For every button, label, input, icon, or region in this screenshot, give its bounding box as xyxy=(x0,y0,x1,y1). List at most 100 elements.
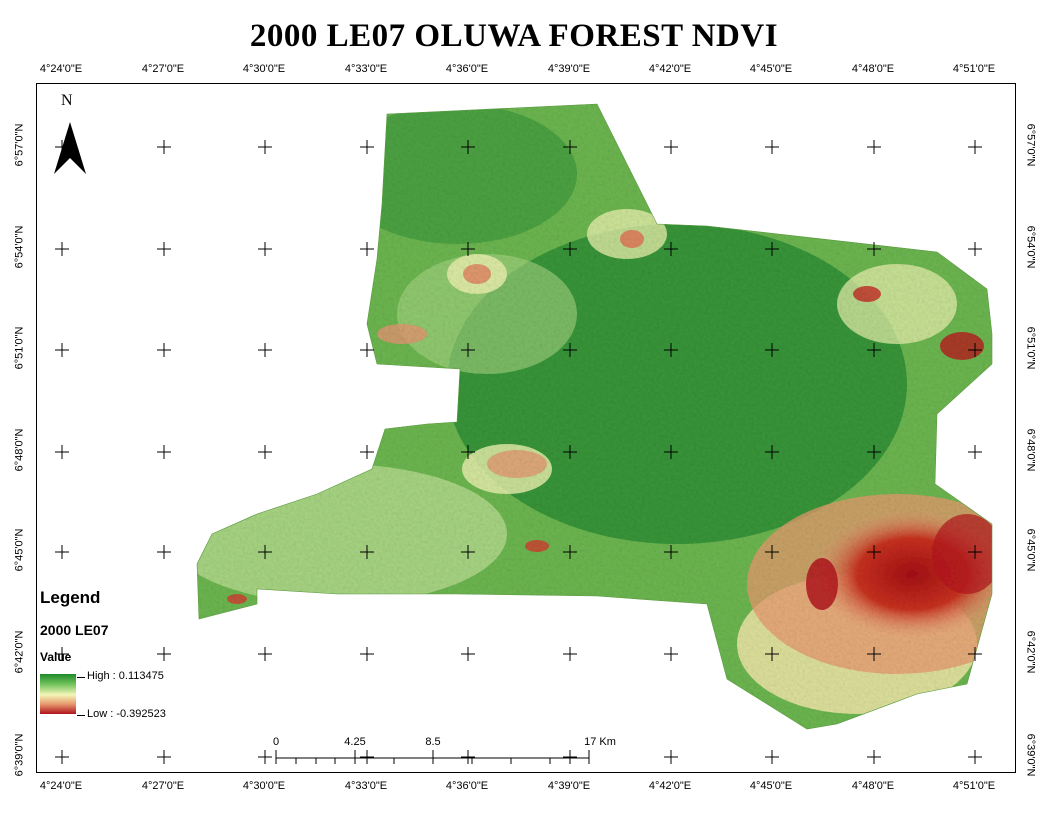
graticule-cross xyxy=(867,140,881,154)
graticule-cross xyxy=(157,445,171,459)
graticule-cross xyxy=(563,445,577,459)
north-arrow-label: N xyxy=(61,92,73,109)
forest-boundary xyxy=(196,103,993,730)
graticule-cross xyxy=(55,545,69,559)
longitude-label-top: 4°48'0"E xyxy=(851,63,895,75)
scale-label-2: 8.5 xyxy=(425,736,441,748)
latitude-label-right: 6°48'0"N xyxy=(1023,428,1036,472)
degraded-zone-spot xyxy=(806,558,838,610)
graticule-cross xyxy=(765,750,779,764)
graticule-cross xyxy=(765,140,779,154)
legend-field-name: Value xyxy=(40,650,72,664)
graticule-cross xyxy=(461,545,475,559)
graticule-cross xyxy=(461,242,475,256)
graticule-cross xyxy=(563,140,577,154)
graticule-cross xyxy=(258,140,272,154)
longitude-label-top: 4°51'0"E xyxy=(952,63,996,75)
graticule-cross xyxy=(664,445,678,459)
longitude-label-bottom: 4°24'0"E xyxy=(39,780,83,792)
graticule-cross xyxy=(55,750,69,764)
longitude-label-bottom: 4°48'0"E xyxy=(851,780,895,792)
latitude-label-left: 6°39'0"N xyxy=(12,733,25,777)
graticule-cross xyxy=(258,242,272,256)
latitude-label-left: 6°54'0"N xyxy=(12,225,25,269)
graticule-cross xyxy=(461,343,475,357)
graticule-cross xyxy=(55,242,69,256)
graticule-crosses xyxy=(55,140,982,764)
graticule-cross xyxy=(258,343,272,357)
graticule-cross xyxy=(360,647,374,661)
degraded-zone-east xyxy=(932,514,992,594)
graticule-cross xyxy=(55,445,69,459)
longitude-label-bottom: 4°39'0"E xyxy=(547,780,591,792)
graticule-cross xyxy=(867,445,881,459)
graticule-cross xyxy=(360,545,374,559)
graticule-cross xyxy=(157,647,171,661)
legend-high-label: High : 0.113475 xyxy=(77,670,164,682)
graticule-cross xyxy=(867,242,881,256)
latitude-label-right: 6°45'0"N xyxy=(1023,528,1036,572)
latitude-label-left: 6°45'0"N xyxy=(12,528,25,572)
graticule-cross xyxy=(258,545,272,559)
scale-label-1: 4.25 xyxy=(344,736,366,748)
graticule-cross xyxy=(968,140,982,154)
graticule-cross xyxy=(563,545,577,559)
bare-patch-2 xyxy=(620,230,644,248)
graticule-cross xyxy=(867,343,881,357)
graticule-cross xyxy=(55,343,69,357)
graticule-cross xyxy=(360,140,374,154)
graticule-cross xyxy=(157,343,171,357)
dense-forest-north xyxy=(337,104,577,244)
longitude-label-bottom: 4°42'0"E xyxy=(648,780,692,792)
graticule-cross xyxy=(563,647,577,661)
forest-reserve-raster xyxy=(197,104,992,729)
latitude-label-left: 6°48'0"N xyxy=(12,428,25,472)
graticule-cross xyxy=(968,647,982,661)
latitude-label-left: 6°57'0"N xyxy=(12,123,25,167)
legend-title: Legend xyxy=(40,588,101,607)
graticule-cross xyxy=(765,445,779,459)
longitude-label-bottom: 4°27'0"E xyxy=(141,780,185,792)
graticule-cross xyxy=(258,750,272,764)
graticule-cross xyxy=(664,647,678,661)
graticule-cross xyxy=(157,242,171,256)
north-arrow-icon xyxy=(54,122,86,174)
graticule-cross xyxy=(258,647,272,661)
graticule-cross xyxy=(360,343,374,357)
bare-patch-5 xyxy=(525,540,549,552)
graticule-cross xyxy=(968,545,982,559)
light-vegetation-mid xyxy=(397,254,577,374)
bare-patch-3 xyxy=(377,324,427,344)
graticule-cross xyxy=(968,343,982,357)
graticule-cross xyxy=(664,750,678,764)
latitude-label-right: 6°54'0"N xyxy=(1023,225,1036,269)
longitude-label-bottom: 4°45'0"E xyxy=(749,780,793,792)
graticule-cross xyxy=(360,750,374,764)
map-frame xyxy=(36,83,1016,773)
latitude-label-right: 6°39'0"N xyxy=(1023,733,1036,777)
graticule-cross xyxy=(765,242,779,256)
graticule-cross xyxy=(968,750,982,764)
bare-patch-1 xyxy=(463,264,491,284)
bare-patch-8 xyxy=(227,594,247,604)
graticule-cross xyxy=(360,445,374,459)
bare-patch-7 xyxy=(940,332,984,360)
ndvi-raster-map xyxy=(55,103,993,764)
graticule-cross xyxy=(157,750,171,764)
graticule-cross xyxy=(664,343,678,357)
longitude-label-top: 4°45'0"E xyxy=(749,63,793,75)
latitude-label-right: 6°42'0"N xyxy=(1023,630,1036,674)
bare-patch-4 xyxy=(487,450,547,478)
longitude-label-bottom: 4°51'0"E xyxy=(952,780,996,792)
longitude-label-bottom: 4°30'0"E xyxy=(242,780,286,792)
longitude-label-top: 4°33'0"E xyxy=(344,63,388,75)
graticule-cross xyxy=(563,242,577,256)
scale-label-3: 17 Km xyxy=(584,736,616,748)
graticule-cross xyxy=(461,750,475,764)
longitude-label-top: 4°39'0"E xyxy=(547,63,591,75)
longitude-label-top: 4°24'0"E xyxy=(39,63,83,75)
latitude-label-right: 6°57'0"N xyxy=(1023,123,1036,167)
graticule-cross xyxy=(563,343,577,357)
graticule-cross xyxy=(360,242,374,256)
graticule-cross xyxy=(461,445,475,459)
